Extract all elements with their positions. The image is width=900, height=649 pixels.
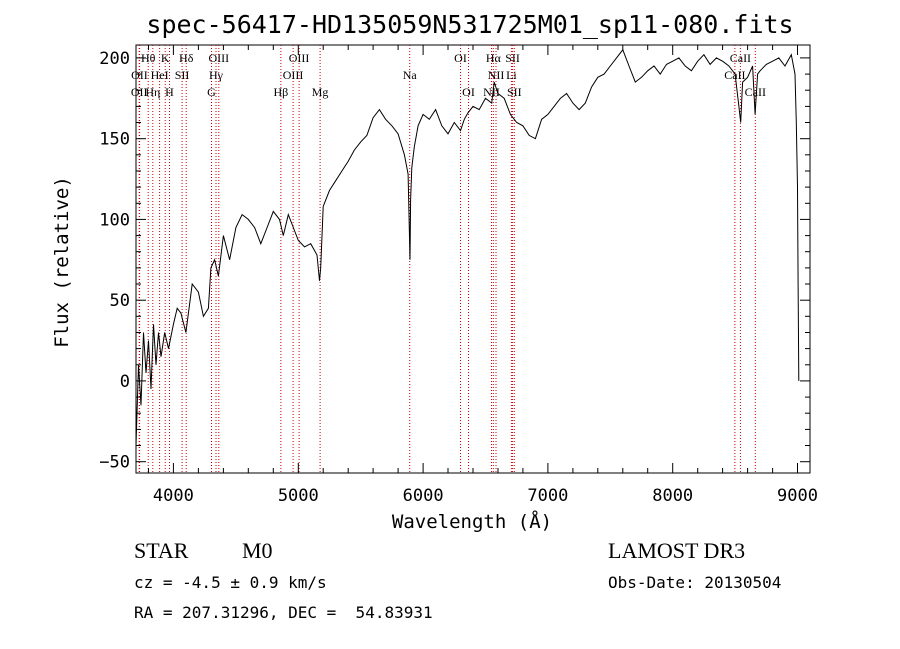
- survey-label: LAMOST DR3: [608, 538, 746, 563]
- annotation-label-9: OII: [131, 68, 148, 82]
- y-tick-label: −50: [99, 453, 130, 473]
- annotation-label-3: OIII: [208, 51, 229, 65]
- x-axis: 4000 5000 6000 7000 8000 9000: [148, 45, 818, 506]
- annotation-label-18: OII: [131, 85, 148, 99]
- annotation-label-26: SII: [507, 85, 522, 99]
- coordinates-text: RA = 207.31296, DEC = 54.83931: [134, 603, 433, 622]
- annotation-label-6: Hα: [486, 51, 502, 65]
- annotation-label-1: K: [161, 51, 170, 65]
- marker-lines: [138, 45, 756, 473]
- annotation-label-22: Hβ: [274, 85, 289, 99]
- x-tick-label: 8000: [652, 486, 693, 506]
- annotation-label-13: OIII: [283, 68, 304, 82]
- annotation-label-23: Mg: [312, 85, 329, 99]
- y-tick-label: 150: [99, 130, 130, 150]
- annotation-label-5: OI: [454, 51, 467, 65]
- y-tick-label: 200: [99, 49, 130, 69]
- annotation-label-19: Hη: [145, 85, 160, 99]
- object-subclass: M0: [242, 538, 273, 563]
- y-axis: −50 0 50 100 150 200: [99, 49, 810, 473]
- object-class: STAR: [134, 538, 189, 563]
- x-tick-label: 5000: [278, 486, 319, 506]
- annotation-label-10: HeI: [151, 68, 169, 82]
- annotation-label-7: SII: [505, 51, 520, 65]
- redshift-text: cz = -4.5 ± 0.9 km/s: [134, 573, 327, 592]
- x-tick-label: 7000: [527, 486, 568, 506]
- x-tick-label: 9000: [777, 486, 818, 506]
- spectrum-line: [135, 48, 800, 446]
- annotation-label-24: OI: [462, 85, 475, 99]
- plot-frame: [135, 44, 811, 474]
- x-axis-label: Wavelength (Å): [392, 510, 552, 533]
- annotation-label-8: CaII: [730, 51, 751, 65]
- y-axis-label: Flux (relative): [51, 176, 73, 348]
- annotation-label-14: Na: [403, 68, 418, 82]
- x-tick-label: 4000: [153, 486, 194, 506]
- annotation-label-11: SII: [175, 68, 190, 82]
- annotation-label-27: CaII: [745, 85, 766, 99]
- annotation-label-12: Hγ: [209, 68, 224, 82]
- annotation-label-25: NII: [483, 85, 500, 99]
- x-tick-label: 6000: [403, 486, 444, 506]
- obs-date-text: Obs-Date: 20130504: [608, 573, 782, 592]
- y-tick-label: 0: [120, 372, 130, 392]
- y-tick-label: 50: [110, 291, 130, 311]
- annotation-label-21: G: [207, 85, 216, 99]
- annotation-label-4: OIII: [289, 51, 310, 65]
- chart-title: spec-56417-HD135059N531725M01_sp11-080.f…: [146, 10, 793, 39]
- annotation-label-0: Hθ: [141, 51, 156, 65]
- annotation-label-20: H: [165, 85, 174, 99]
- annotation-label-15: NII: [488, 68, 505, 82]
- annotation-label-2: Hδ: [179, 51, 194, 65]
- annotation-label-16: Li: [506, 68, 517, 82]
- y-tick-label: 100: [99, 210, 130, 230]
